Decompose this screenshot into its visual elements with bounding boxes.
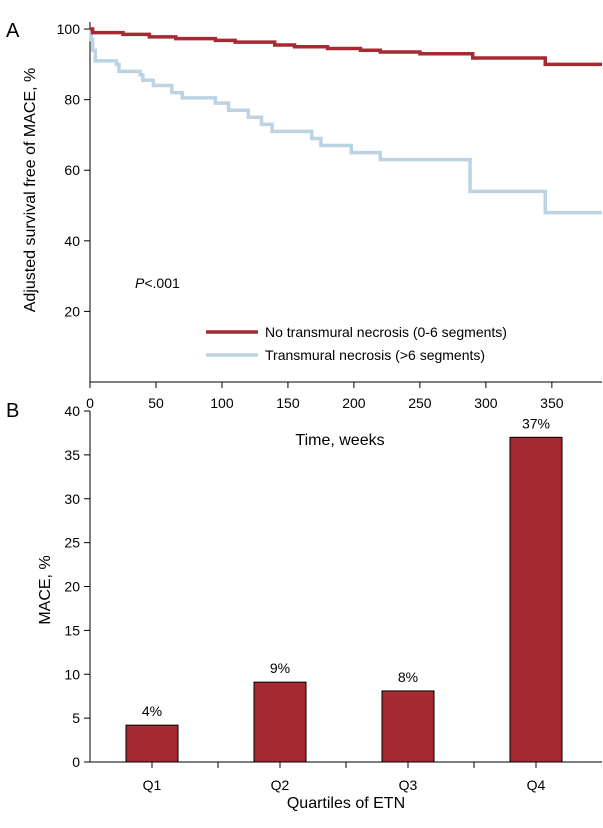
x-tick-label: 150 <box>276 395 300 411</box>
y-tick-label: 40 <box>64 403 80 419</box>
panel-b-x-axis-label: Quartiles of ETN <box>287 795 405 812</box>
panel-a: A 20 40 60 80 100 0 50 100 150 200 250 300 350 Adju… <box>6 20 602 449</box>
series-line-no-transmural-necrosis <box>90 27 602 67</box>
x-tick-label: Q1 <box>143 777 162 793</box>
y-tick-label: 80 <box>64 92 80 108</box>
y-tick-label: 5 <box>72 710 80 726</box>
x-tick-label: 350 <box>540 395 564 411</box>
y-tick-label: 100 <box>57 21 81 37</box>
x-tick-label: 0 <box>86 395 94 411</box>
y-tick-label: 40 <box>64 233 80 249</box>
x-tick-label: 100 <box>210 395 234 411</box>
y-tick-label: 20 <box>64 579 80 595</box>
y-tick-label: 20 <box>64 303 80 319</box>
bar-data-label: 8% <box>398 669 418 685</box>
panel-b-label: B <box>6 400 19 422</box>
panel-a-x-axis-label: Time, weeks <box>295 432 384 449</box>
panel-a-label: A <box>6 20 20 42</box>
x-tick-label: Q4 <box>527 777 546 793</box>
x-tick-label: 50 <box>148 395 164 411</box>
panel-a-y-ticks: 20 40 60 80 100 <box>57 21 90 319</box>
y-tick-label: 10 <box>64 666 80 682</box>
x-tick-label: 200 <box>342 395 366 411</box>
x-tick-label: 300 <box>474 395 498 411</box>
x-tick-label: Q2 <box>271 777 290 793</box>
panel-a-series <box>89 27 602 215</box>
panel-b-data-labels: 4% 9% 8% 37% <box>142 415 550 719</box>
y-tick-label: 0 <box>72 754 80 770</box>
legend-label-no-transmural: No transmural necrosis (0-6 segments) <box>265 324 507 340</box>
legend: No transmural necrosis (0-6 segments) Tr… <box>206 324 507 363</box>
panel-b-x-ticks: Q1 Q2 Q3 Q4 <box>143 762 546 793</box>
bar-q3 <box>381 690 435 763</box>
y-tick-label: 35 <box>64 447 80 463</box>
panel-b: B 0 5 10 15 20 25 30 35 40 Q1 Q2 Q3 Q4 4% 9% 8% 37% MA… <box>6 400 602 812</box>
bar-q4 <box>509 436 563 763</box>
bar-data-label: 9% <box>270 660 290 676</box>
bar-q2 <box>253 681 307 763</box>
p-value-annotation: P<.001 <box>135 275 180 291</box>
y-tick-label: 15 <box>64 622 80 638</box>
x-tick-label: Q3 <box>399 777 418 793</box>
bar-data-label: 4% <box>142 703 162 719</box>
x-tick-label: 250 <box>408 395 432 411</box>
legend-label-transmural: Transmural necrosis (>6 segments) <box>265 347 485 363</box>
y-tick-label: 30 <box>64 491 80 507</box>
panel-a-x-ticks: 0 50 100 150 200 250 300 350 <box>86 382 564 411</box>
panel-b-y-ticks: 0 5 10 15 20 25 30 35 40 <box>64 403 90 770</box>
panel-b-bars <box>125 436 563 763</box>
y-tick-label: 25 <box>64 535 80 551</box>
bar-data-label: 37% <box>522 415 550 431</box>
panel-b-y-axis-label: MACE, % <box>37 555 54 624</box>
y-tick-label: 60 <box>64 162 80 178</box>
bar-q1 <box>125 724 179 763</box>
panel-a-y-axis-label: Adjusted survival free of MACE, % <box>22 68 39 313</box>
series-line-transmural-necrosis <box>89 27 602 215</box>
